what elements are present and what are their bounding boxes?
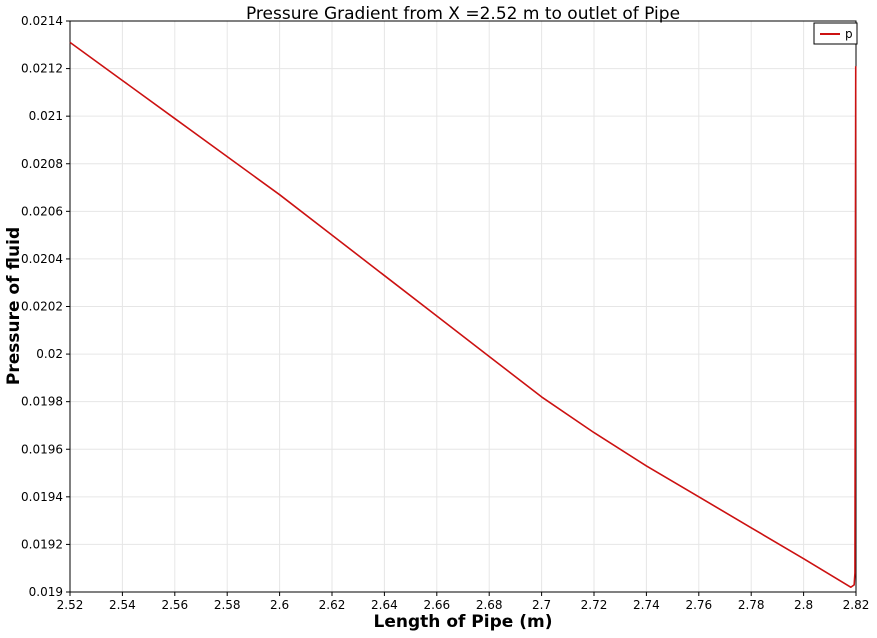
grid-lines: [69, 20, 857, 593]
legend: p: [813, 22, 858, 45]
y-tick-label: 0.0192: [21, 537, 63, 551]
x-tick-label: 2.52: [57, 598, 84, 612]
y-tick-label: 0.0204: [21, 252, 63, 266]
y-tick-label: 0.0198: [21, 395, 63, 409]
y-tick-label: 0.0212: [21, 62, 63, 76]
x-tick-label: 2.58: [214, 598, 241, 612]
x-tick-label: 2.64: [371, 598, 398, 612]
x-tick-label: 2.8: [794, 598, 813, 612]
x-tick-label: 2.56: [161, 598, 188, 612]
series-line-p: [69, 41, 857, 589]
x-tick-label: 2.66: [423, 598, 450, 612]
x-tick-label: 2.62: [319, 598, 346, 612]
y-tick-label: 0.02: [36, 347, 63, 361]
x-tick-label: 2.7: [532, 598, 551, 612]
x-axis: 2.52 2.54 2.56 2.58 2.6 2.62 2.64 2.66 2.68 2.7 2.…: [57, 592, 870, 612]
y-tick-label: 0.021: [29, 109, 63, 123]
y-tick-label: 0.0208: [21, 157, 63, 171]
x-tick-label: 2.54: [109, 598, 136, 612]
series-layer: [69, 41, 857, 589]
legend-label-p: p: [845, 27, 853, 41]
y-tick-label: 0.019: [29, 585, 63, 599]
y-tick-label: 0.0194: [21, 490, 63, 504]
x-tick-label: 2.72: [581, 598, 608, 612]
x-axis-title: Length of Pipe (m): [374, 612, 553, 632]
x-tick-label: 2.74: [633, 598, 660, 612]
y-axis: 0.019 0.0192 0.0194 0.0196 0.0198 0.02 0.0202 0…: [21, 14, 70, 599]
x-tick-label: 2.82: [843, 598, 870, 612]
x-tick-label: 2.68: [476, 598, 503, 612]
x-tick-label: 2.78: [738, 598, 765, 612]
x-tick-label: 2.76: [685, 598, 712, 612]
y-axis-title: Pressure of fluid: [4, 227, 24, 385]
chart-title: Pressure Gradient from X =2.52 m to outl…: [246, 4, 680, 24]
y-tick-label: 0.0206: [21, 204, 63, 218]
y-tick-label: 0.0196: [21, 442, 63, 456]
y-tick-label: 0.0202: [21, 300, 63, 314]
y-tick-label: 0.0214: [21, 14, 63, 28]
x-tick-label: 2.6: [270, 598, 289, 612]
